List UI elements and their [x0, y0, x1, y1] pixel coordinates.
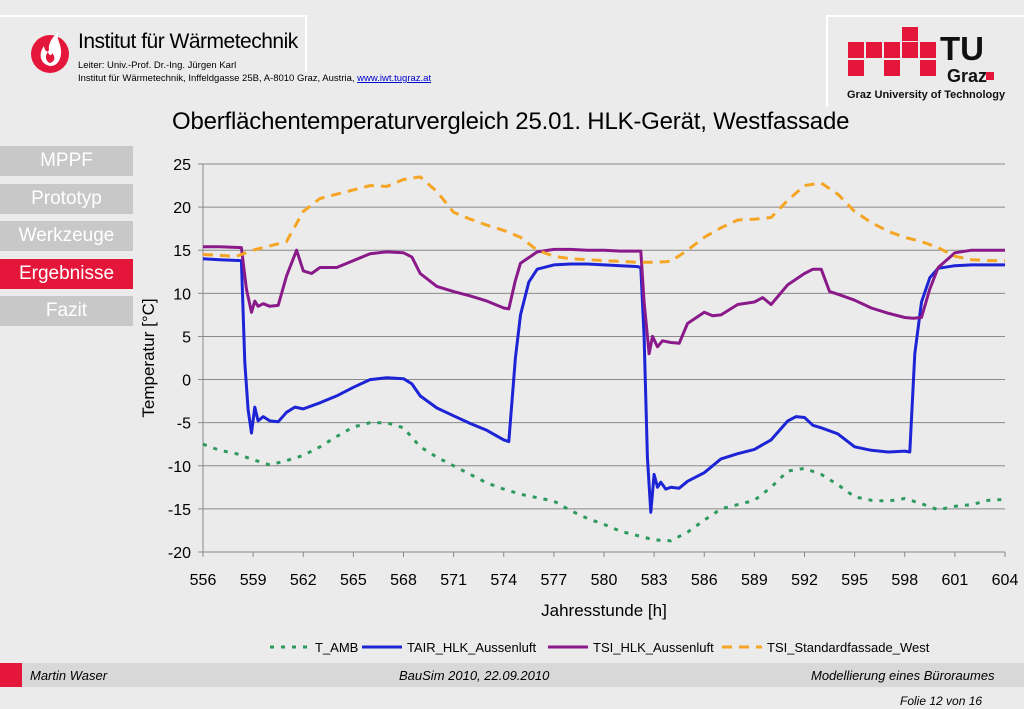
- y-axis-label: Temperatur [°C]: [139, 298, 158, 417]
- legend-label: TAIR_HLK_Aussenluft: [407, 640, 536, 655]
- series-line-t-amb: [202, 421, 1006, 543]
- legend-label: T_AMB: [315, 640, 358, 655]
- x-tick-label: 586: [691, 572, 718, 589]
- x-tick-label: 583: [641, 572, 668, 589]
- x-tick-label: 601: [942, 572, 969, 589]
- website-link[interactable]: www.iwt.tugraz.at: [357, 73, 432, 84]
- series-line-tsi-standardfassade-west: [202, 175, 1005, 264]
- y-tick-label: 0: [182, 373, 191, 390]
- legend-label: TSI_Standardfassade_West: [767, 640, 930, 655]
- x-tick-label: 604: [992, 572, 1019, 589]
- x-tick-label: 598: [891, 572, 918, 589]
- address-line: Institut für Wärmetechnik, Inffeldgasse …: [78, 73, 432, 84]
- x-tick-label: 568: [390, 572, 417, 589]
- x-axis-label: Jahresstunde [h]: [541, 601, 667, 620]
- y-tick-label: 5: [182, 329, 191, 346]
- x-tick-label: 556: [190, 572, 217, 589]
- x-tick-label: 559: [240, 572, 267, 589]
- x-tick-label: 595: [841, 572, 868, 589]
- nav-item-mppf[interactable]: MPPF: [0, 146, 133, 176]
- tu-caption: Graz University of Technology: [847, 89, 1006, 101]
- institute-subtitle: Leiter: Univ.-Prof. Dr.-Ing. Jürgen Karl…: [78, 59, 431, 85]
- tu-logo-sub: Graz: [947, 66, 987, 85]
- nav-item-prototyp[interactable]: Prototyp: [0, 184, 133, 214]
- y-tick-label: 20: [173, 200, 191, 217]
- legend-label: TSI_HLK_Aussenluft: [593, 640, 714, 655]
- header-frame-left: [0, 15, 307, 72]
- x-tick-label: 577: [541, 572, 568, 589]
- footer-topic: Modellierung eines Büroraumes: [811, 668, 995, 683]
- nav-item-fazit[interactable]: Fazit: [0, 296, 133, 326]
- header-frame-right: [826, 15, 1024, 107]
- y-tick-label: -5: [177, 416, 191, 433]
- tu-logo-text: TU: [940, 30, 984, 67]
- x-tick-label: 592: [791, 572, 818, 589]
- institute-title: Institut für Wärmetechnik: [78, 30, 298, 53]
- y-tick-label: 15: [173, 243, 191, 260]
- leader-line: Leiter: Univ.-Prof. Dr.-Ing. Jürgen Karl: [78, 60, 237, 71]
- flame-logo-icon: [31, 32, 69, 73]
- x-tick-label: 571: [440, 572, 467, 589]
- footer-bar: [0, 663, 1024, 687]
- tu-graz-logo-icon: TU Graz: [848, 27, 994, 85]
- footer-accent: [0, 663, 22, 687]
- footer-page-number: Folie 12 von 16: [900, 694, 983, 708]
- series-line-tair-hlk-aussenluft: [202, 257, 1005, 514]
- footer-author: Martin Waser: [30, 668, 108, 683]
- x-tick-label: 565: [340, 572, 367, 589]
- y-tick-label: 10: [173, 286, 191, 303]
- series-line-tsi-hlk-aussenluft: [203, 245, 1005, 356]
- nav-item-werkzeuge[interactable]: Werkzeuge: [0, 221, 133, 251]
- x-tick-label: 589: [741, 572, 768, 589]
- y-tick-label: -10: [168, 459, 191, 476]
- x-tick-label: 562: [290, 572, 317, 589]
- x-tick-label: 574: [490, 572, 517, 589]
- y-tick-label: 25: [173, 157, 191, 174]
- footer-event: BauSim 2010, 22.09.2010: [399, 668, 550, 683]
- y-tick-label: -20: [168, 545, 191, 562]
- nav-item-ergebnisse[interactable]: Ergebnisse: [0, 259, 133, 289]
- chart-title: Oberflächentemperaturvergleich 25.01. HL…: [172, 108, 850, 135]
- x-tick-label: 580: [591, 572, 618, 589]
- y-tick-label: -15: [168, 502, 191, 519]
